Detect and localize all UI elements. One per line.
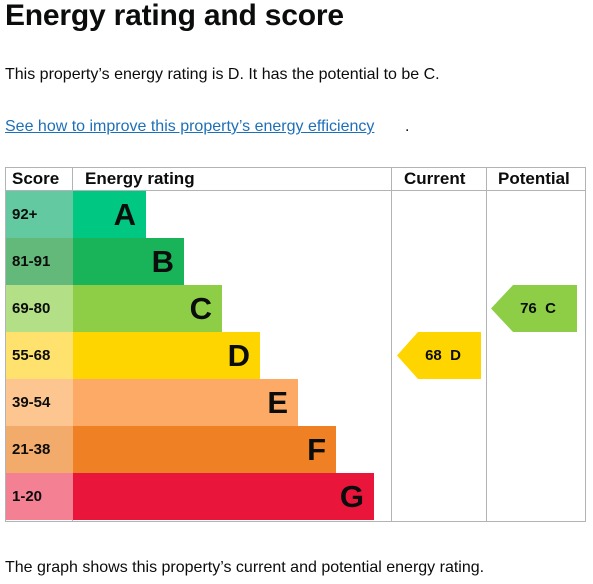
intro-text: This property’s energy rating is D. It h… — [5, 66, 440, 83]
band-letter-a: A — [113, 197, 136, 232]
band-letter-e: E — [267, 385, 288, 420]
band-score-b: 81-91 — [6, 238, 73, 285]
band-score-d: 55-68 — [6, 332, 73, 379]
energy-rating-graph: Score Energy rating Current Potential 92… — [5, 167, 586, 522]
score-header: Score — [12, 169, 60, 188]
current-rating-arrow: 68 D — [397, 332, 481, 379]
band-score-e: 39-54 — [6, 379, 73, 426]
potential-header: Potential — [498, 169, 570, 188]
band-letter-g: G — [339, 479, 364, 514]
band-score-c: 69-80 — [6, 285, 73, 332]
current-header: Current — [404, 169, 466, 188]
energy-rating-header: Energy rating — [85, 169, 195, 188]
band-bar-f: F — [73, 426, 336, 473]
band-bar-c: C — [73, 285, 222, 332]
rating-column-divider — [391, 167, 392, 522]
header-divider — [5, 190, 586, 191]
band-score-f: 21-38 — [6, 426, 73, 473]
band-letter-d: D — [227, 338, 250, 373]
band-score-a: 92+ — [6, 191, 73, 238]
band-bar-e: E — [73, 379, 298, 426]
potential-rating-label: 76 C — [520, 300, 556, 317]
current-arrow-shape — [397, 332, 481, 379]
band-letter-f: F — [307, 432, 326, 467]
current-column-divider — [486, 167, 487, 522]
band-letter-c: C — [189, 291, 212, 326]
band-bar-d: D — [73, 332, 260, 379]
band-score-g: 1-20 — [6, 473, 73, 520]
band-bar-b: B — [73, 238, 184, 285]
link-suffix: . — [405, 118, 410, 135]
improve-efficiency-link[interactable]: See how to improve this property’s energ… — [5, 118, 375, 135]
current-rating-label: 68 D — [425, 347, 461, 364]
band-letter-b: B — [151, 244, 174, 279]
graph-caption: The graph shows this property’s current … — [5, 559, 485, 576]
band-bar-a: A — [73, 191, 146, 238]
page-title: Energy rating and score — [5, 0, 344, 32]
potential-arrow-shape — [491, 285, 577, 332]
graph-frame — [5, 167, 586, 522]
potential-rating-arrow: 76 C — [491, 285, 577, 332]
band-bar-g: G — [73, 473, 374, 520]
